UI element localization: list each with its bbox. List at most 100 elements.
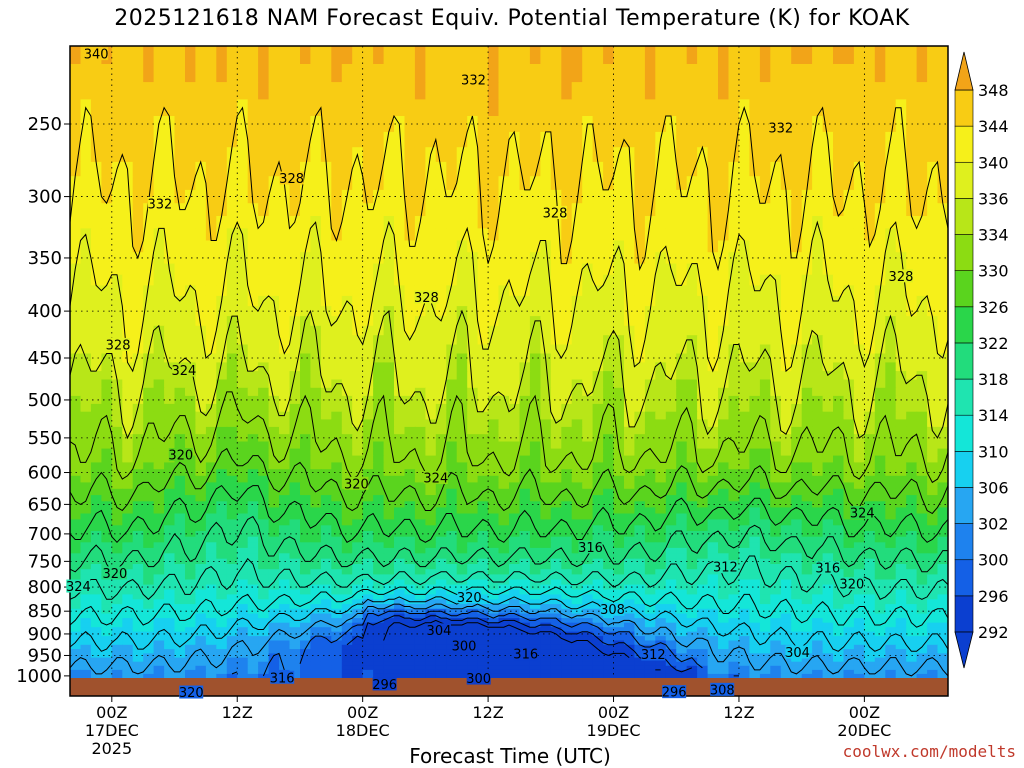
field-cell	[624, 482, 636, 490]
field-cell	[362, 147, 374, 163]
field-cell	[414, 335, 426, 346]
field-cell	[477, 547, 489, 554]
field-cell	[686, 325, 698, 336]
field-cell	[247, 553, 259, 560]
field-cell	[143, 519, 155, 526]
field-cell	[352, 82, 364, 100]
field-cell	[864, 547, 876, 554]
field-cell	[153, 513, 165, 520]
field-cell	[446, 371, 458, 381]
field-cell	[718, 462, 730, 470]
field-cell	[153, 574, 165, 581]
field-cell	[488, 507, 500, 514]
field-cell	[561, 395, 573, 405]
field-cell	[613, 344, 625, 355]
field-cell	[624, 46, 636, 65]
field-cell	[331, 306, 343, 317]
field-cell	[143, 147, 155, 163]
field-cell	[791, 403, 803, 413]
field-cell	[320, 216, 332, 229]
field-cell	[414, 519, 426, 526]
field-cell	[70, 379, 82, 389]
field-cell	[153, 455, 165, 464]
field-cell	[759, 411, 771, 420]
field-cell	[519, 469, 531, 477]
field-cell	[770, 64, 782, 83]
field-cell	[279, 64, 291, 83]
field-cell	[906, 574, 918, 581]
field-cell	[582, 482, 594, 490]
field-cell	[853, 362, 865, 372]
field-cell	[728, 131, 740, 148]
field-cell	[456, 536, 468, 543]
field-cell	[362, 325, 374, 336]
field-cell	[822, 553, 834, 560]
field-cell	[446, 441, 458, 450]
field-cell	[613, 525, 625, 532]
field-cell	[728, 482, 740, 490]
field-cell	[613, 46, 625, 65]
field-cell	[759, 419, 771, 428]
field-cell	[927, 274, 939, 287]
field-cell	[195, 569, 207, 575]
field-cell	[843, 82, 855, 100]
field-cell	[310, 574, 322, 581]
field-cell	[456, 316, 468, 327]
field-cell	[341, 176, 353, 191]
field-cell	[927, 501, 939, 508]
field-cell	[174, 525, 186, 532]
field-cell	[874, 482, 886, 490]
field-cell	[759, 542, 771, 549]
field-cell	[498, 569, 510, 575]
field-cell	[634, 371, 646, 381]
field-cell	[446, 482, 458, 490]
field-cell	[352, 501, 364, 508]
field-cell	[383, 316, 395, 327]
field-cell	[477, 542, 489, 549]
field-cell	[341, 579, 353, 586]
field-cell	[864, 176, 876, 191]
field-cell	[885, 228, 897, 242]
field-cell	[216, 426, 228, 435]
field-cell	[456, 501, 468, 508]
field-cell	[759, 335, 771, 346]
field-cell	[310, 371, 322, 381]
field-cell	[310, 147, 322, 163]
field-cell	[185, 161, 197, 177]
field-cell	[812, 475, 824, 483]
field-cell	[571, 228, 583, 242]
field-cell	[477, 161, 489, 177]
field-cell	[686, 488, 698, 496]
field-cell	[341, 387, 353, 397]
field-cell	[561, 263, 573, 276]
field-cell	[550, 285, 562, 297]
field-cell	[164, 426, 176, 435]
field-cell	[718, 228, 730, 242]
field-cell	[174, 285, 186, 297]
field-cell	[90, 547, 102, 554]
field-cell	[498, 353, 510, 363]
field-cell	[749, 147, 761, 163]
field-cell	[300, 488, 312, 496]
field-cell	[373, 426, 385, 435]
field-cell	[780, 462, 792, 470]
field-cell	[373, 441, 385, 450]
field-cell	[853, 116, 865, 133]
field-cell	[289, 99, 301, 117]
field-cell	[739, 579, 751, 586]
field-cell	[195, 488, 207, 496]
field-cell	[864, 553, 876, 560]
field-cell	[895, 513, 907, 520]
field-cell	[80, 285, 92, 297]
field-cell	[394, 263, 406, 276]
field-cell	[937, 371, 948, 381]
field-cell	[676, 507, 688, 514]
field-cell	[937, 240, 948, 253]
field-cell	[927, 469, 939, 477]
field-cell	[132, 558, 144, 565]
field-cell	[529, 569, 541, 575]
field-cell	[906, 403, 918, 413]
field-cell	[509, 475, 521, 483]
field-cell	[90, 558, 102, 565]
field-cell	[906, 203, 918, 217]
